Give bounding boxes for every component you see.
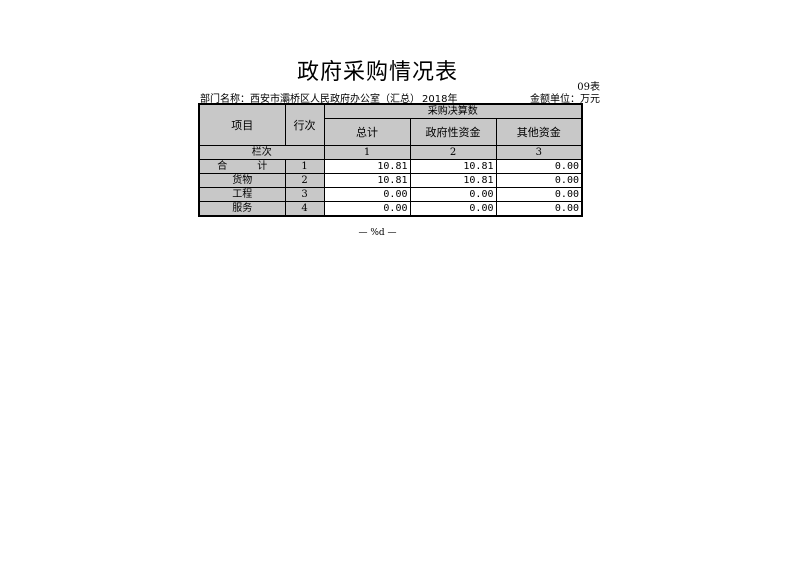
column-no-1: 1 [323, 145, 411, 160]
column-no-2: 2 [409, 145, 497, 160]
amount-unit: 金额单位：万元 [530, 94, 600, 105]
header-total: 总计 [323, 118, 411, 146]
page-number-footer: — %d — [358, 228, 397, 238]
row-line: 4 [284, 201, 325, 217]
row-total: 0.00 [323, 187, 411, 202]
row-total: 10.81 [323, 173, 411, 188]
header-item: 项目 [198, 103, 286, 146]
row-other: 0.00 [495, 159, 583, 174]
row-line: 1 [284, 159, 325, 174]
form-number: 09表 [577, 82, 600, 93]
report-year: 2018年 [422, 94, 458, 105]
row-line: 3 [284, 187, 325, 202]
procurement-table: 项目 行次 采购决算数 总计 政府性资金 其他资金 栏次 1 2 3 合 计 1… [198, 103, 583, 217]
row-total: 10.81 [323, 159, 411, 174]
row-item: 工程 [198, 187, 286, 202]
row-item: 货物 [198, 173, 286, 188]
table-row: 货物 2 10.81 10.81 0.00 [198, 173, 583, 188]
row-other: 0.00 [495, 173, 583, 188]
row-gov: 0.00 [409, 201, 497, 217]
row-line: 2 [284, 173, 325, 188]
table-row: 工程 3 0.00 0.00 0.00 [198, 187, 583, 202]
page-title: 政府采购情况表 [296, 60, 458, 85]
header-group: 采购决算数 [323, 103, 583, 119]
row-item: 合 计 [198, 159, 286, 174]
row-gov: 0.00 [409, 187, 497, 202]
department-name: 部门名称：西安市灞桥区人民政府办公室（汇总） [200, 94, 420, 105]
header-other-fund: 其他资金 [495, 118, 583, 146]
header-line-no: 行次 [284, 103, 325, 146]
header-gov-fund: 政府性资金 [409, 118, 497, 146]
row-total: 0.00 [323, 201, 411, 217]
row-gov: 10.81 [409, 173, 497, 188]
row-other: 0.00 [495, 201, 583, 217]
column-no-3: 3 [495, 145, 583, 160]
column-row-label: 栏次 [198, 145, 325, 160]
row-gov: 10.81 [409, 159, 497, 174]
row-item: 服务 [198, 201, 286, 217]
table-row: 服务 4 0.00 0.00 0.00 [198, 201, 583, 217]
row-other: 0.00 [495, 187, 583, 202]
table-row: 合 计 1 10.81 10.81 0.00 [198, 159, 583, 174]
